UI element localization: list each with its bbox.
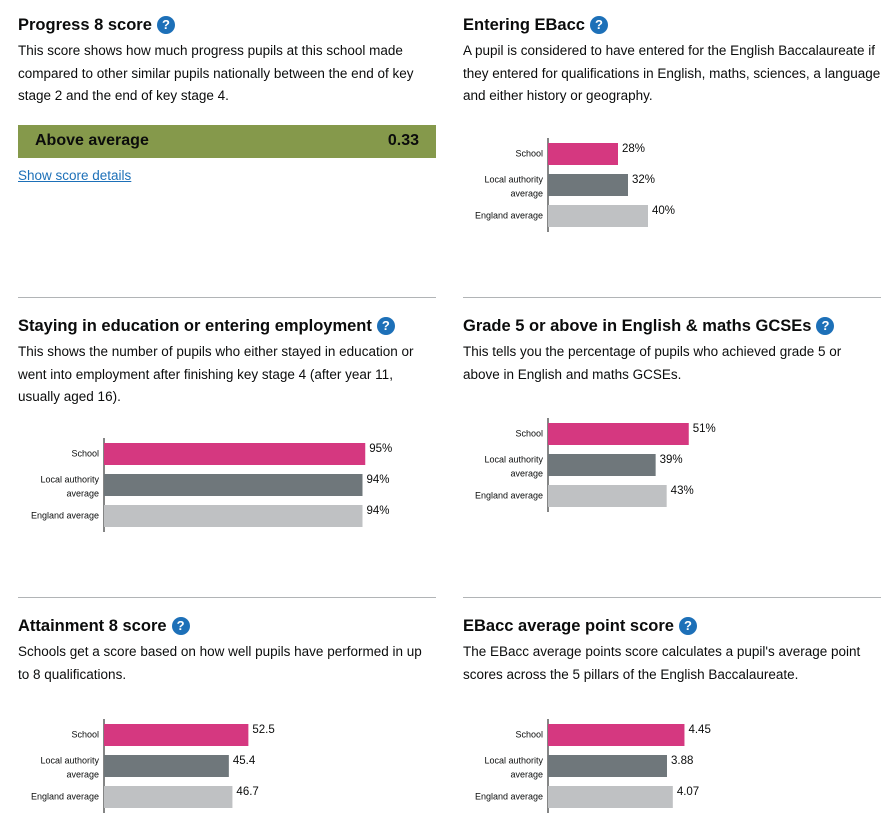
bar xyxy=(104,505,363,527)
category-label: Local authority xyxy=(484,755,543,765)
ebacc-aps-title: EBacc average point score xyxy=(463,617,674,635)
ebacc-entering-title: Entering EBacc xyxy=(463,16,585,34)
category-label: School xyxy=(71,448,99,458)
category-label: England average xyxy=(475,791,543,801)
progress8-score-bar: Above average 0.33 xyxy=(18,124,436,158)
data-label: 4.45 xyxy=(688,724,710,736)
category-label: School xyxy=(515,729,543,739)
data-label: 45.4 xyxy=(233,755,256,767)
staying-panel: Staying in education or entering employm… xyxy=(18,315,436,409)
data-label: 51% xyxy=(693,423,716,435)
data-label: 52.5 xyxy=(252,724,274,736)
attainment8-title: Attainment 8 score xyxy=(18,617,167,635)
data-label: 95% xyxy=(369,443,392,455)
category-label: School xyxy=(71,729,99,739)
bar xyxy=(548,485,667,507)
category-label: England average xyxy=(475,490,543,500)
progress8-score: 0.33 xyxy=(387,132,419,149)
bar xyxy=(548,454,656,476)
data-label: 32% xyxy=(632,174,655,186)
category-label: England average xyxy=(31,791,99,801)
ebacc-entering-panel: Entering EBacc ? A pupil is considered t… xyxy=(463,14,881,108)
data-label: 40% xyxy=(652,205,675,217)
bar xyxy=(104,786,233,808)
bar xyxy=(104,724,249,746)
question-mark-icon[interactable]: ? xyxy=(376,317,395,335)
category-label: Local authority xyxy=(40,474,99,484)
bar xyxy=(548,174,628,196)
attainment8-chart: 52.5 School 45.4 Local authority average 46.7… xyxy=(31,719,275,813)
question-mark-icon[interactable]: ? xyxy=(171,617,190,635)
data-label: 94% xyxy=(367,474,390,486)
bar xyxy=(548,143,618,165)
data-label: 3.88 xyxy=(671,755,693,767)
bar xyxy=(548,205,648,227)
grade5-chart: 51% School 39% Local authority average 43% Eng… xyxy=(475,418,716,512)
category-label: average xyxy=(510,188,543,198)
category-label: Local authority xyxy=(40,755,99,765)
data-label: 39% xyxy=(660,454,683,466)
staying-chart: 95% School 94% Local authority average 94% Eng… xyxy=(31,438,392,532)
category-label: average xyxy=(66,769,99,779)
bar xyxy=(104,443,366,465)
progress8-band: Above average xyxy=(35,132,149,149)
grade5-title: Grade 5 or above in English & maths GCSE… xyxy=(463,317,812,335)
category-label: England average xyxy=(475,210,543,220)
category-label: School xyxy=(515,428,543,438)
ebacc-entering-description: A pupil is considered to have entered fo… xyxy=(463,43,881,103)
data-label: 43% xyxy=(671,485,694,497)
category-label: average xyxy=(510,769,543,779)
category-label: England average xyxy=(31,510,99,520)
bar xyxy=(548,755,667,777)
show-score-details-link[interactable]: Show score details xyxy=(18,167,132,183)
divider xyxy=(18,597,436,598)
category-label: average xyxy=(66,488,99,498)
attainment8-description: Schools get a score based on how well pu… xyxy=(18,644,422,682)
ebacc-entering-heading: Entering EBacc ? xyxy=(463,14,881,36)
ebacc-aps-heading: EBacc average point score ? xyxy=(463,615,881,637)
ebacc-aps-description: The EBacc average points score calculate… xyxy=(463,644,861,682)
progress8-title: Progress 8 score xyxy=(18,16,152,34)
grade5-description: This tells you the percentage of pupils … xyxy=(463,344,842,382)
ebacc-entering-chart: 28% School 32% Local authority average 40% Eng… xyxy=(475,138,675,232)
category-label: School xyxy=(515,148,543,158)
attainment8-panel: Attainment 8 score ? Schools get a score… xyxy=(18,615,436,686)
divider xyxy=(463,297,881,298)
data-label: 94% xyxy=(367,505,390,517)
data-label: 28% xyxy=(622,143,645,155)
progress8-panel: Progress 8 score ? This score shows how … xyxy=(18,14,436,185)
question-mark-icon[interactable]: ? xyxy=(589,16,608,34)
question-mark-icon[interactable]: ? xyxy=(156,16,175,34)
data-label: 4.07 xyxy=(677,786,699,798)
progress8-heading: Progress 8 score ? xyxy=(18,14,436,36)
grade5-panel: Grade 5 or above in English & maths GCSE… xyxy=(463,315,881,386)
attainment8-heading: Attainment 8 score ? xyxy=(18,615,436,637)
category-label: Local authority xyxy=(484,454,543,464)
ebacc-aps-panel: EBacc average point score ? The EBacc av… xyxy=(463,615,881,686)
bar xyxy=(548,786,673,808)
ebacc-aps-chart: 4.45 School 3.88 Local authority average 4.07… xyxy=(475,719,711,813)
bar xyxy=(548,423,689,445)
category-label: average xyxy=(510,468,543,478)
question-mark-icon[interactable]: ? xyxy=(678,617,697,635)
staying-title: Staying in education or entering employm… xyxy=(18,317,372,335)
staying-heading: Staying in education or entering employm… xyxy=(18,315,436,337)
bar xyxy=(104,474,363,496)
progress8-description: This score shows how much progress pupil… xyxy=(18,43,414,103)
bar xyxy=(548,724,685,746)
staying-description: This shows the number of pupils who eith… xyxy=(18,344,414,404)
divider xyxy=(463,597,881,598)
category-label: Local authority xyxy=(484,174,543,184)
divider xyxy=(18,297,436,298)
grade5-heading: Grade 5 or above in English & maths GCSE… xyxy=(463,315,881,337)
question-mark-icon[interactable]: ? xyxy=(816,317,835,335)
bar xyxy=(104,755,229,777)
data-label: 46.7 xyxy=(236,786,258,798)
